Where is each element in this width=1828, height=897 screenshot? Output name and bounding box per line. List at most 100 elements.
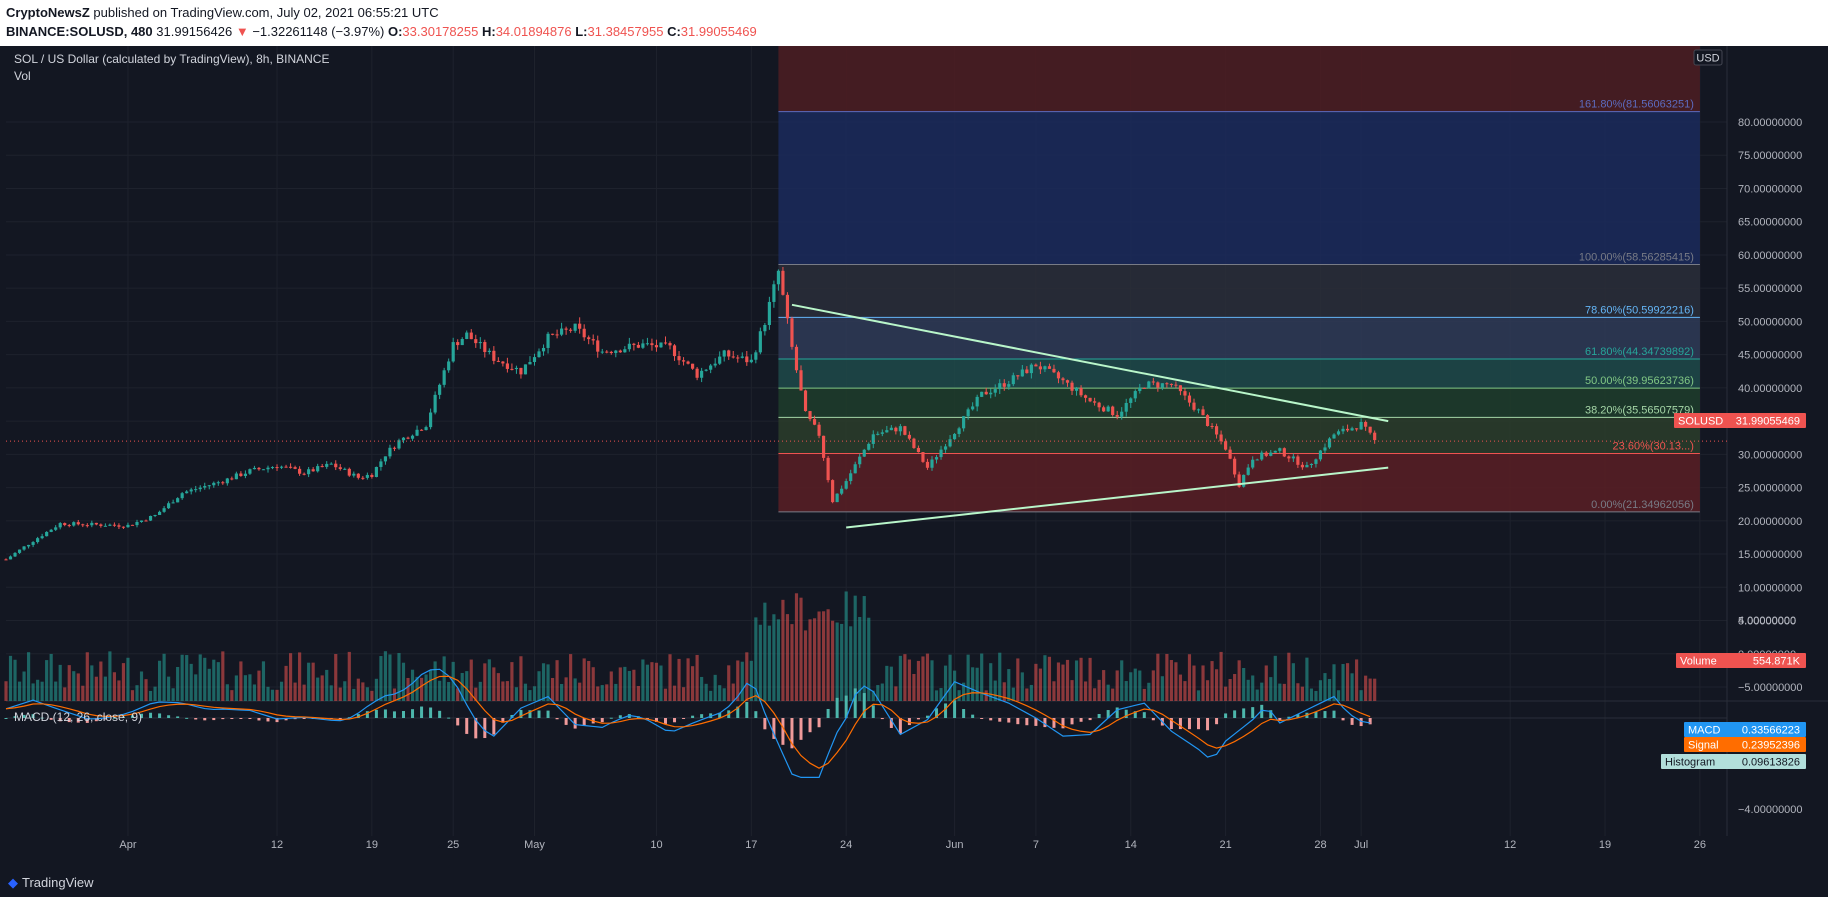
candle-body xyxy=(54,527,58,530)
macd-histogram-bar xyxy=(1296,714,1300,718)
volume-bar xyxy=(429,670,433,701)
volume-bar xyxy=(912,673,916,701)
volume-bar xyxy=(139,671,144,701)
trendlines[interactable] xyxy=(791,303,1389,529)
candle-body xyxy=(889,427,893,431)
candle-body xyxy=(975,396,979,407)
volume-bar xyxy=(1359,690,1363,701)
macd-histogram-bar xyxy=(483,718,487,739)
candle-body xyxy=(578,323,582,329)
candle-body xyxy=(447,361,451,371)
volume-bar xyxy=(81,685,85,701)
candle-body xyxy=(406,437,410,439)
price-change: −1.32261148 (−3.97%) xyxy=(252,24,385,39)
macd-histogram-bar xyxy=(808,718,812,733)
candle-body xyxy=(799,370,803,391)
volume-bar xyxy=(284,665,288,701)
volume-bar xyxy=(578,682,582,701)
volume-bar xyxy=(1043,655,1047,701)
candle-body xyxy=(876,433,880,435)
volume-bar xyxy=(831,620,835,701)
volume-bar xyxy=(185,655,189,701)
volume-bar xyxy=(582,658,586,701)
volume-bar xyxy=(776,619,780,701)
candle-body xyxy=(1120,411,1124,417)
candle-body xyxy=(722,350,726,357)
macd-histogram-bar xyxy=(582,718,586,726)
volume-bar xyxy=(591,667,595,701)
price-tick-label: 55.00000000 xyxy=(1738,283,1802,295)
author-name[interactable]: CryptoNewsZ xyxy=(6,5,90,20)
candle-body xyxy=(862,449,866,457)
signal-badge-label: Signal xyxy=(1688,740,1719,752)
macd-line xyxy=(5,668,1371,779)
candle-body xyxy=(58,523,62,528)
volume-bar xyxy=(1097,679,1101,701)
candle-body xyxy=(591,339,595,341)
macd-histogram-bar xyxy=(916,718,920,720)
volume-bar xyxy=(1133,668,1137,701)
candle-body xyxy=(822,435,826,458)
volume-bar xyxy=(763,602,767,701)
candle-body xyxy=(198,487,202,490)
volume-bar xyxy=(939,688,943,701)
macd-histogram-bar xyxy=(880,718,884,720)
fib-retracement[interactable]: 161.80%(81.56063251) 100.00%(58.56285415)… xyxy=(778,46,1700,513)
date-tick-label: Jun xyxy=(946,839,964,851)
macd-histogram-bar xyxy=(1124,709,1128,718)
macd-histogram-bar xyxy=(1206,718,1210,731)
candle-body xyxy=(1169,383,1173,385)
candle-body xyxy=(1368,426,1372,433)
volume-bar xyxy=(790,624,794,701)
volume-bar xyxy=(573,678,577,701)
volume-bar xyxy=(234,675,238,701)
macd-histogram-bar xyxy=(1043,718,1047,728)
volume-bar xyxy=(456,688,460,701)
volume-bar xyxy=(460,672,464,701)
candle-body xyxy=(1341,428,1345,432)
candle-body xyxy=(1074,387,1079,391)
volume-bar xyxy=(636,686,640,701)
candle-body xyxy=(451,342,455,362)
candle-body xyxy=(826,457,830,481)
candle-body xyxy=(438,384,442,395)
volume-bar xyxy=(22,671,26,701)
macd-histogram-bar xyxy=(555,718,559,720)
candle-body xyxy=(1124,402,1128,412)
volume-bar xyxy=(230,690,234,701)
volume-bar xyxy=(76,673,80,701)
candle-body xyxy=(636,344,640,348)
candle-body xyxy=(185,491,189,494)
volume-bar xyxy=(189,663,193,701)
candle-body xyxy=(8,556,13,560)
volume-bar xyxy=(600,685,604,701)
date-tick-label: 28 xyxy=(1314,839,1326,851)
date-tick-label: Jul xyxy=(1354,839,1368,851)
candle-body xyxy=(456,342,460,346)
price-chart[interactable]: 161.80%(81.56063251) 100.00%(58.56285415)… xyxy=(0,46,1828,868)
volume-bar xyxy=(1228,678,1232,701)
candle-body xyxy=(76,522,80,525)
volume-bar xyxy=(1038,668,1042,701)
price-tick-label: 5.00000000 xyxy=(1738,616,1796,628)
volume-bar xyxy=(1210,661,1214,701)
tradingview-logo[interactable]: ◆ TradingView xyxy=(8,875,94,891)
macd-histogram-bar xyxy=(185,717,189,719)
volume-bar xyxy=(749,660,753,701)
macd-histogram-bar xyxy=(1025,718,1029,726)
volume-bar xyxy=(103,676,107,701)
macd-histogram-bar xyxy=(745,702,749,718)
trendline xyxy=(791,303,1389,423)
candle-body xyxy=(1278,448,1282,451)
candle-body xyxy=(605,351,609,353)
volume-bar xyxy=(40,681,44,701)
fib-level-label: 50.00%(39.95623736) xyxy=(1585,375,1694,387)
volume-bar xyxy=(1350,673,1354,701)
macd-histogram-bar xyxy=(537,710,541,718)
volume-bar xyxy=(541,663,546,701)
volume-bar xyxy=(1165,653,1169,701)
candle-body xyxy=(989,392,993,395)
date-tick-label: 25 xyxy=(447,839,459,851)
close-value: 31.99055469 xyxy=(680,24,757,39)
volume-bar xyxy=(45,660,49,701)
